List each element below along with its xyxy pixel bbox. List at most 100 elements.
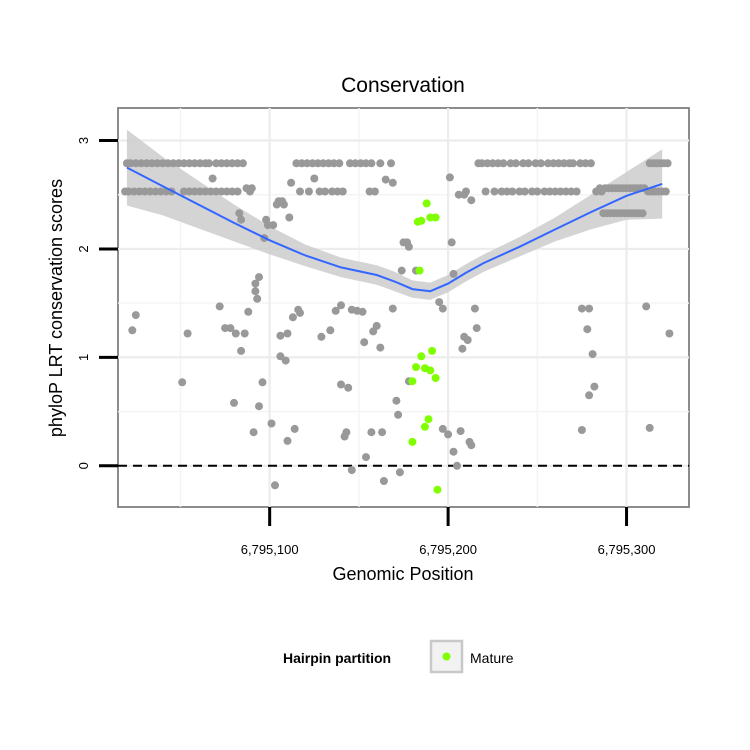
data-point	[367, 159, 376, 168]
data-point	[230, 398, 238, 407]
mature-data-point	[417, 216, 426, 225]
data-point	[499, 159, 508, 168]
data-point	[449, 269, 458, 278]
data-point	[642, 302, 651, 311]
data-point	[338, 187, 347, 196]
x-tick-label: 6,795,200	[419, 542, 477, 557]
data-point	[231, 329, 240, 338]
data-point	[445, 173, 454, 182]
chart-title: Conservation	[341, 74, 465, 97]
data-point	[240, 329, 249, 338]
data-point	[269, 221, 278, 230]
data-point	[285, 213, 294, 222]
data-point	[590, 382, 599, 391]
data-point	[267, 419, 276, 428]
y-tick-label: 2	[76, 245, 91, 252]
data-point	[376, 159, 385, 168]
data-point	[347, 466, 356, 475]
mature-data-point	[412, 363, 420, 372]
data-point	[395, 468, 404, 477]
mature-data-point	[431, 374, 440, 382]
data-point	[394, 410, 403, 419]
x-tick-label: 6,795,300	[598, 542, 656, 557]
mature-data-point	[408, 437, 417, 446]
confidence-ribbon	[126, 129, 663, 300]
data-point	[367, 428, 376, 437]
data-point	[378, 428, 387, 437]
data-point	[511, 159, 520, 168]
data-point	[296, 187, 304, 196]
data-point	[388, 304, 397, 313]
data-point	[335, 159, 344, 168]
legend: Hairpin partition Mature	[283, 639, 514, 674]
data-point	[404, 242, 413, 251]
data-point	[387, 159, 395, 168]
data-point	[205, 159, 213, 168]
data-point	[372, 321, 381, 330]
data-point	[317, 332, 326, 341]
data-point	[569, 159, 577, 168]
plot-panel	[117, 107, 690, 508]
data-point	[438, 304, 447, 313]
y-tick-label: 1	[76, 354, 91, 361]
data-point	[283, 436, 292, 445]
data-point	[481, 187, 490, 196]
data-point	[238, 159, 247, 168]
x-axis: 6,795,100 6,795,200 6,795,300	[241, 507, 656, 557]
data-point	[463, 336, 472, 344]
data-point	[447, 238, 456, 247]
smooth-line	[126, 166, 663, 293]
data-point	[577, 304, 586, 313]
data-point	[337, 301, 345, 310]
x-tick-label: 6,795,100	[241, 542, 299, 557]
data-point	[665, 329, 674, 338]
mature-data-point	[415, 266, 424, 275]
data-point	[331, 306, 340, 315]
data-point	[249, 428, 258, 437]
data-point	[326, 326, 335, 335]
data-point	[233, 187, 242, 196]
data-point	[337, 380, 345, 389]
data-point	[376, 343, 385, 352]
data-point	[215, 302, 224, 311]
data-point	[661, 187, 670, 196]
mature-data-point	[428, 346, 437, 355]
data-point	[183, 329, 192, 338]
data-point	[281, 356, 290, 365]
data-point	[251, 287, 260, 296]
mature-data-point	[426, 366, 435, 375]
data-point	[131, 311, 140, 320]
data-point	[255, 402, 263, 411]
data-point	[456, 427, 465, 436]
data-point	[370, 187, 379, 196]
mature-data-point	[408, 377, 417, 386]
data-point	[258, 378, 267, 387]
data-point	[271, 481, 279, 490]
data-point	[321, 187, 329, 196]
data-point	[388, 178, 397, 187]
y-axis-title: phyloP LRT conservation scores	[46, 179, 66, 437]
legend-key-dot	[442, 652, 451, 661]
data-point	[247, 184, 256, 193]
data-point	[178, 378, 187, 387]
data-point	[358, 307, 367, 316]
y-tick-label: 3	[76, 137, 91, 144]
data-point	[362, 453, 370, 462]
data-point	[251, 279, 260, 288]
data-point	[585, 391, 594, 400]
data-point	[467, 441, 476, 450]
data-point	[438, 424, 447, 433]
data-point	[588, 350, 597, 359]
data-point	[279, 200, 288, 209]
data-point	[536, 159, 545, 168]
data-point	[255, 273, 263, 282]
data-point	[586, 159, 595, 168]
data-point	[128, 326, 137, 335]
mature-data-point	[417, 352, 426, 361]
data-point	[490, 187, 499, 196]
ribbon-area	[126, 129, 663, 300]
x-axis-title: Genomic Position	[332, 564, 473, 584]
data-point	[344, 383, 353, 392]
data-point	[283, 329, 292, 338]
legend-label-mature: Mature	[470, 650, 514, 666]
